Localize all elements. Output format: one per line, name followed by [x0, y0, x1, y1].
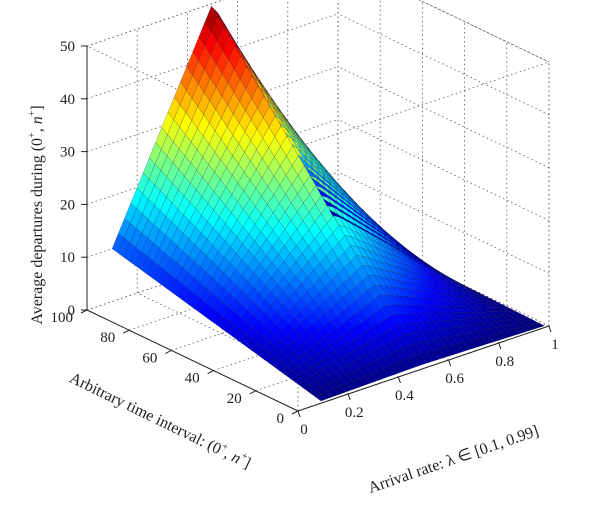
y-tick-label: 0 — [277, 411, 285, 427]
y-tick-label: 40 — [185, 371, 200, 387]
x-tick-label: 0 — [300, 422, 308, 438]
y-tick-label: 80 — [100, 330, 115, 346]
x-axis-label: Arrival rate: λ ∈ [0.1, 0.99] — [366, 423, 541, 497]
x-tick-label: 0.4 — [395, 388, 414, 404]
z-tick-label: 10 — [60, 250, 75, 266]
y-axis-line — [86, 309, 299, 412]
z-axis-label: Average departures during (0+, n+] — [27, 105, 46, 324]
z-tick-label: 0 — [68, 303, 76, 319]
x-tick-label: 0.2 — [345, 405, 364, 421]
y-tick-label: 100 — [51, 310, 74, 326]
surface-patch — [314, 393, 328, 402]
surface-mesh — [111, 5, 545, 402]
x-axis-line — [297, 325, 550, 412]
z-tick-label: 40 — [60, 92, 75, 108]
y-tick-label: 60 — [142, 350, 157, 366]
x-tick-label: 1 — [551, 337, 559, 353]
x-tick-label: 0.8 — [495, 354, 514, 370]
z-tick-label: 30 — [60, 145, 75, 161]
z-tick-label: 20 — [60, 197, 75, 213]
axes — [86, 46, 550, 412]
x-tick-label: 0.6 — [445, 371, 464, 387]
z-tick-label: 50 — [60, 39, 75, 55]
y-axis-label: Arbitrary time interval: (0+, n+] — [67, 368, 254, 472]
y-tick-label: 20 — [227, 391, 242, 407]
